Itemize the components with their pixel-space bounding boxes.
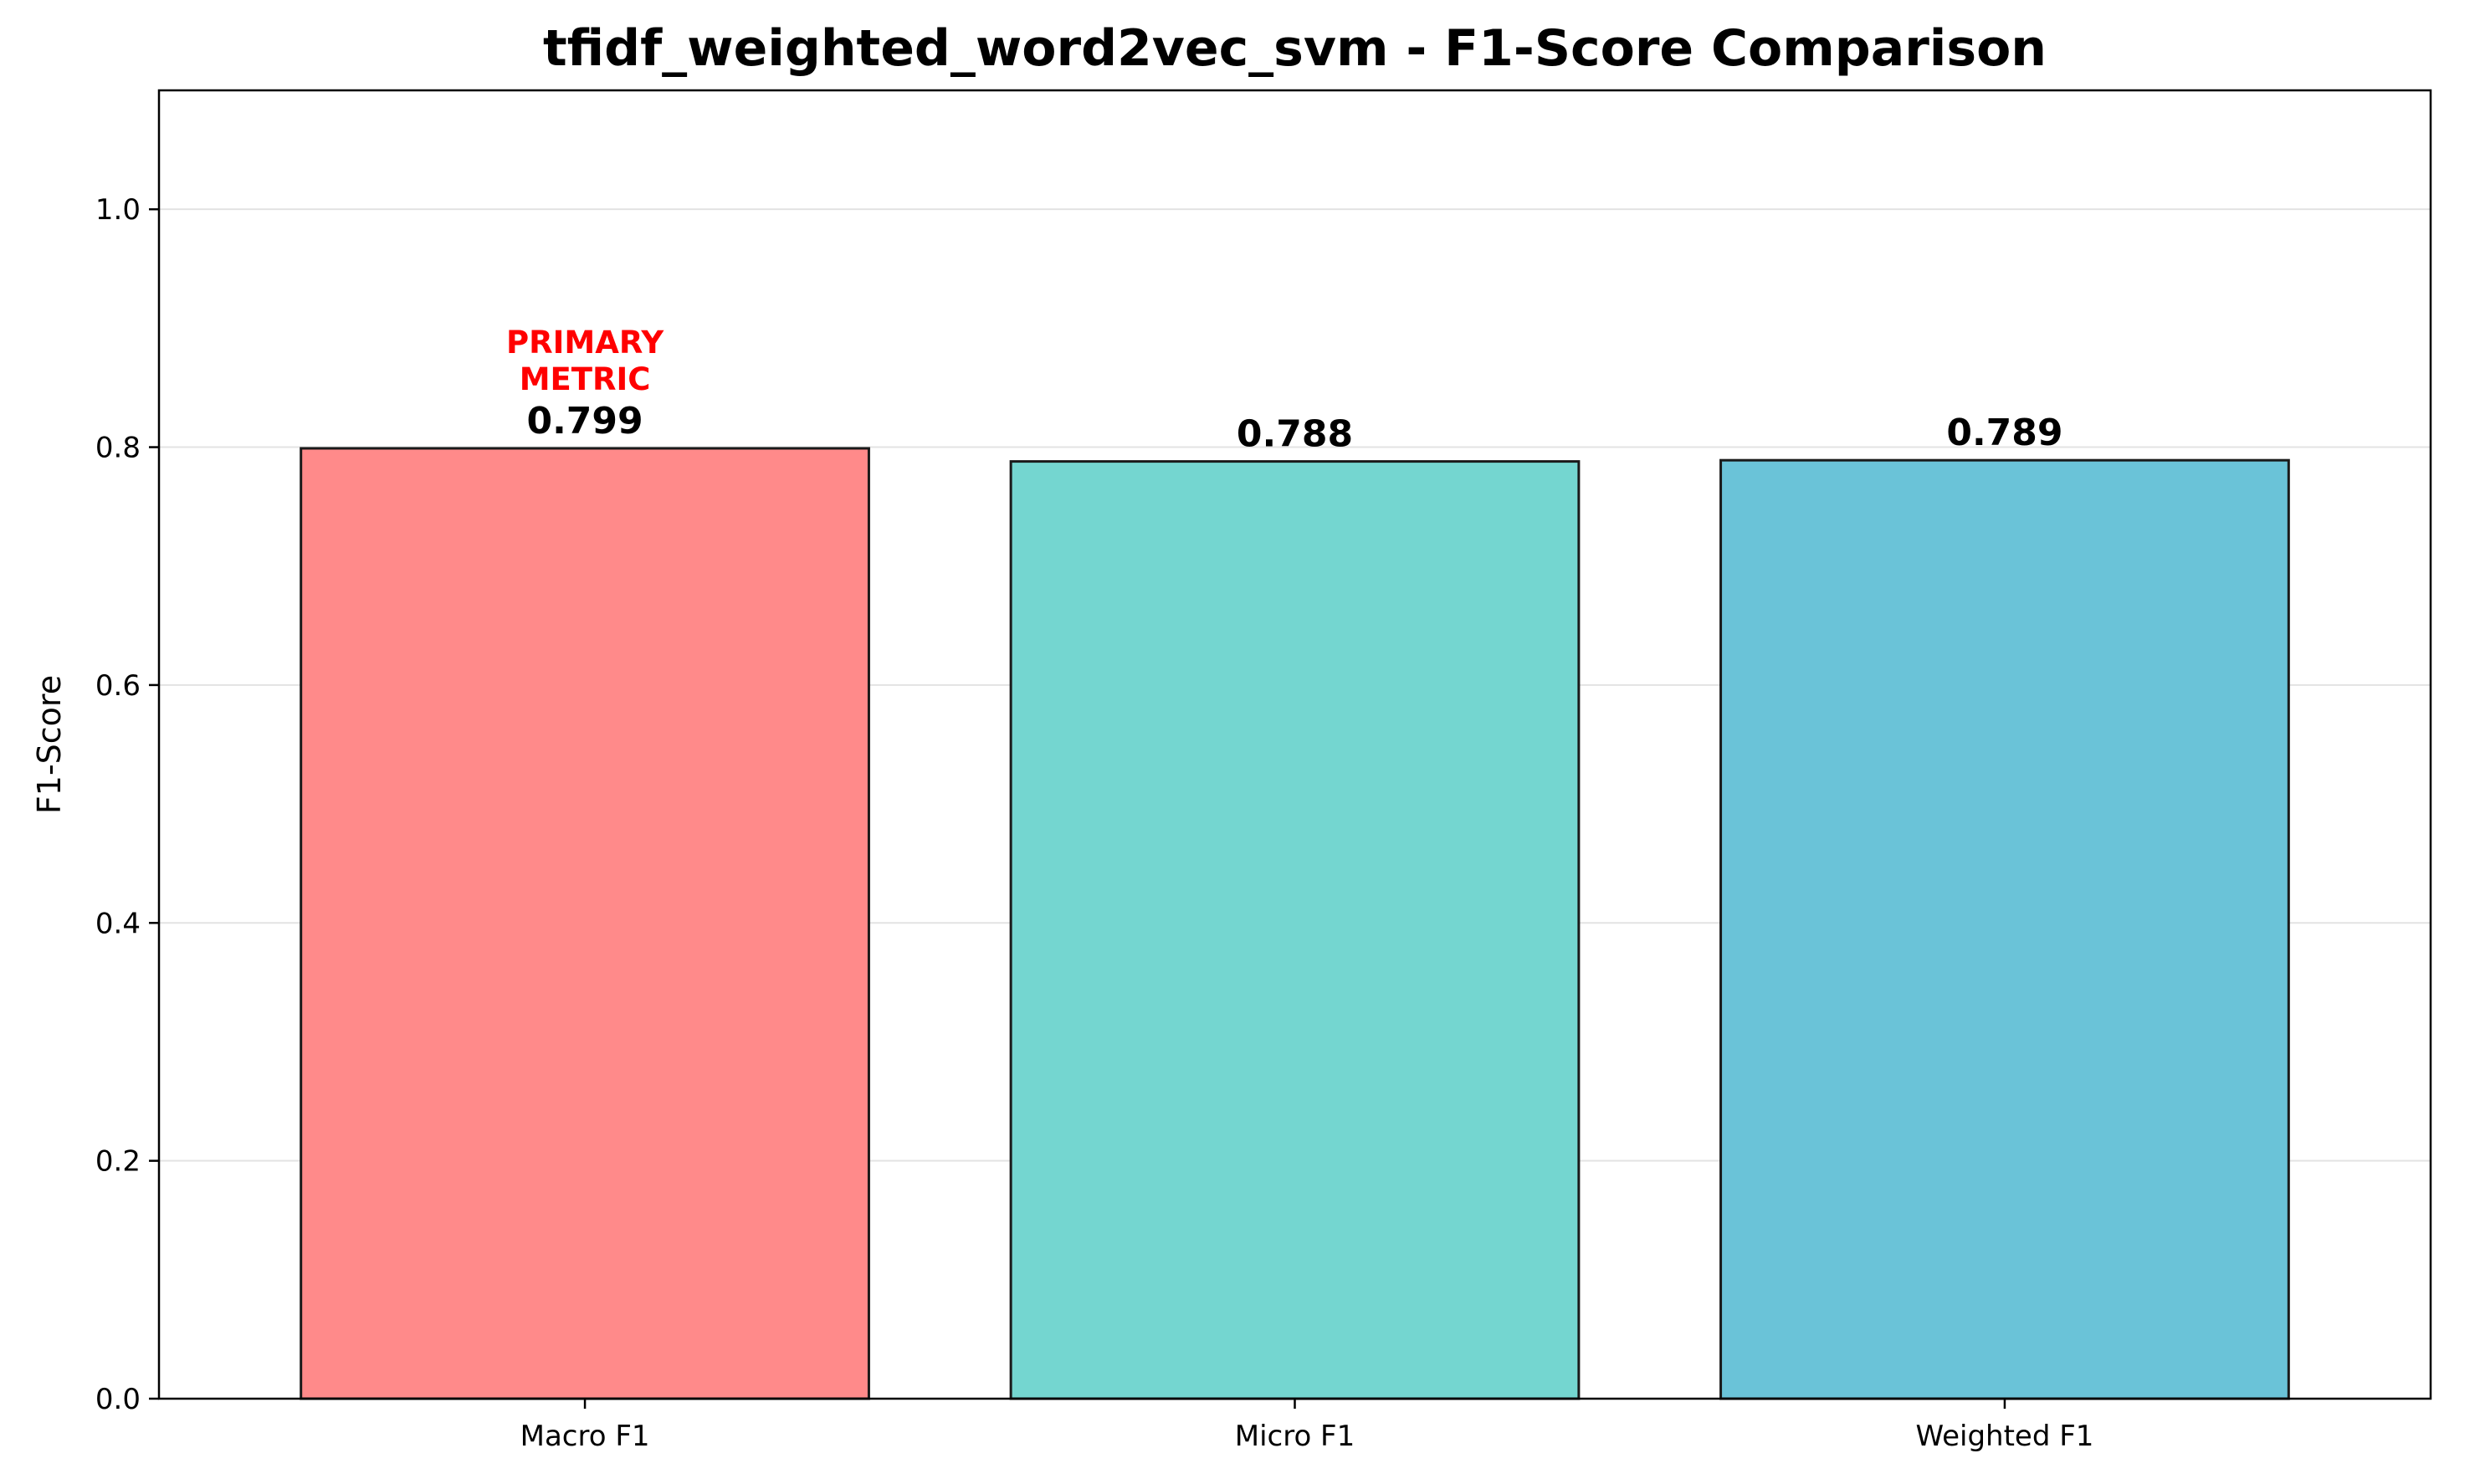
y-tick-label: 1.0: [95, 193, 141, 227]
bar: [1719, 458, 2290, 1400]
x-tick-label: Weighted F1: [1915, 1420, 2093, 1453]
y-tick-label: 0.8: [95, 432, 141, 465]
bar: [1009, 460, 1581, 1400]
y-axis-label: F1-Score: [31, 675, 68, 814]
bar-value-label: 0.788: [1237, 413, 1353, 456]
primary-metric-annotation: PRIMARY: [506, 325, 664, 361]
bar-value-label: 0.789: [1946, 412, 2062, 454]
y-tick-label: 0.6: [95, 669, 141, 703]
x-tick-label: Macro F1: [520, 1420, 650, 1453]
bars: [300, 447, 2290, 1400]
bar: [300, 447, 870, 1400]
chart-title: tfidf_weighted_word2vec_svm - F1-Score C…: [543, 19, 2047, 78]
primary-metric-annotation: METRIC: [520, 361, 651, 397]
y-tick-label: 0.4: [95, 907, 141, 940]
x-tick-label: Micro F1: [1235, 1420, 1355, 1453]
axis-ticks: 0.0 0.2 0.4 0.6 0.8 1.0 Macro F1 Micro F1 Weight…: [95, 193, 2093, 1453]
bar-value-label: 0.799: [526, 400, 643, 443]
y-tick-label: 0.0: [95, 1383, 141, 1416]
y-tick-label: 0.2: [95, 1145, 141, 1179]
